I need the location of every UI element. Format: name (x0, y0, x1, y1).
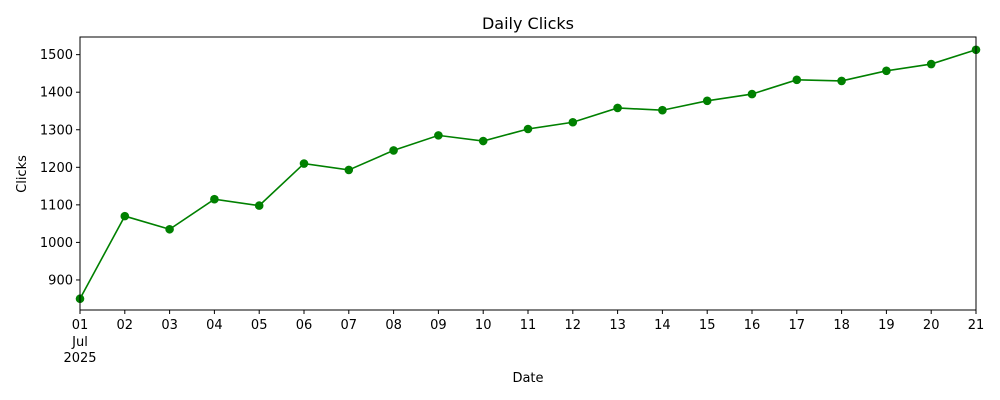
x-tick-label: 13 (609, 318, 626, 333)
data-point (120, 211, 130, 221)
x-tick-label: 18 (833, 318, 850, 333)
data-point (837, 76, 846, 86)
y-tick-label: 1400 (40, 86, 73, 101)
y-tick-label: 900 (48, 273, 73, 288)
x-tick-label: 14 (654, 318, 671, 333)
y-tick-label: 1100 (40, 198, 73, 213)
data-point (792, 75, 802, 85)
chart-title: Daily Clicks (482, 14, 574, 33)
data-point (434, 131, 443, 140)
y-axis: 900 1000 1100 1200 1300 1400 1500 (40, 48, 80, 288)
x-tick-label: 11 (520, 318, 537, 333)
data-point (613, 103, 622, 113)
data-point (389, 146, 398, 155)
x-tick-label: 03 (161, 318, 178, 333)
x-tick-label: 16 (744, 318, 761, 333)
data-point (254, 201, 264, 210)
x-tick-year-label: 2025 (63, 351, 96, 366)
x-tick-label: 04 (206, 318, 223, 333)
x-tick-month-label: Jul (71, 335, 88, 350)
data-point (702, 96, 712, 106)
x-tick-label: 15 (699, 318, 716, 333)
y-tick-label: 1000 (40, 236, 73, 251)
data-point (926, 59, 936, 69)
y-axis-label: Clicks (15, 155, 30, 193)
data-point (344, 165, 354, 175)
x-tick-label: 17 (789, 318, 806, 333)
x-tick-label: 09 (430, 318, 447, 333)
data-point (882, 66, 891, 76)
x-tick-label: 19 (878, 318, 895, 333)
x-tick-label: 07 (341, 318, 358, 333)
data-point (478, 136, 488, 146)
x-tick-label: 10 (475, 318, 492, 333)
data-point (568, 117, 578, 127)
x-tick-label: 06 (296, 318, 313, 333)
data-point (658, 105, 667, 115)
x-axis: 01 02 03 04 05 06 07 08 09 10 11 12 13 14 15 16 17 18 19 20… (63, 310, 984, 366)
data-point (210, 194, 219, 204)
x-tick-label: 02 (117, 318, 134, 333)
data-point (747, 89, 757, 99)
y-tick-label: 1200 (40, 161, 73, 176)
x-tick-label: 21 (968, 318, 985, 333)
data-point (165, 224, 174, 234)
y-tick-label: 1500 (40, 48, 73, 63)
x-tick-label: 20 (923, 318, 940, 333)
data-point (299, 159, 309, 168)
y-tick-label: 1300 (40, 123, 73, 138)
data-point (523, 124, 533, 134)
x-tick-label: 08 (385, 318, 402, 333)
x-axis-label: Date (512, 371, 543, 386)
x-tick-label: 01 (72, 318, 89, 333)
x-tick-label: 05 (251, 318, 268, 333)
plot-area (75, 45, 981, 304)
x-tick-label: 12 (565, 318, 582, 333)
